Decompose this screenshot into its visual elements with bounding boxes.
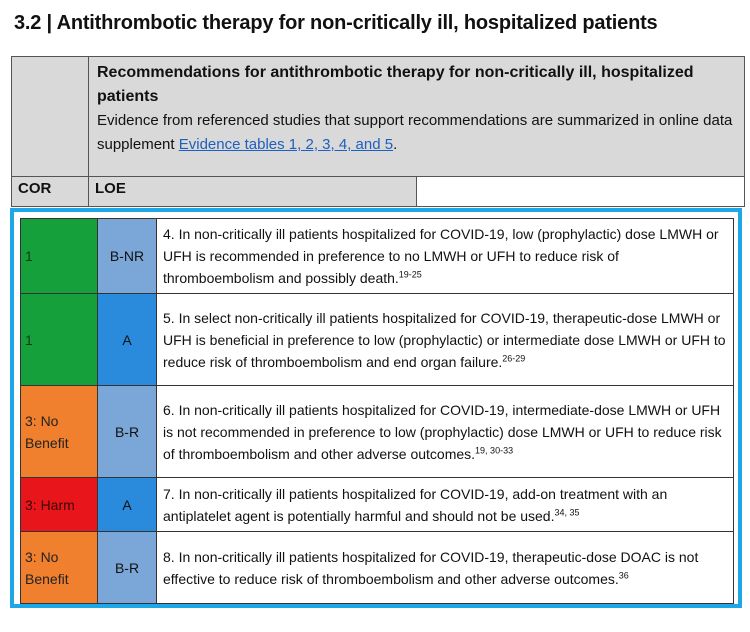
recommendation-row: 1 B-NR 4. In non-critically ill patients… [20,218,734,294]
loe-cell: A [97,293,157,386]
evidence-end: . [393,136,398,153]
recommendations-header-table: Recommendations for antithrombotic thera… [11,56,745,207]
recommendation-row: 3: No Benefit B-R 8. In non-critically i… [20,531,734,604]
section-title: 3.2 | Antithrombotic therapy for non-cri… [14,12,658,34]
column-header-blank [416,176,745,207]
cor-cell: 3: No Benefit [20,385,98,478]
recommendation-row: 3: No Benefit B-R 6. In non-critically i… [20,385,734,478]
cor-cell: 1 [20,293,98,386]
recommendation-text-cell: 7. In non-critically ill patients hospit… [156,477,734,532]
highlight-frame: 1 B-NR 4. In non-critically ill patients… [10,208,742,608]
recommendation-row: 1 A 5. In select non-critically ill pati… [20,293,734,386]
cor-cell: 3: Harm [20,477,98,532]
loe-cell: A [97,477,157,532]
table-heading: Recommendations for antithrombotic thera… [97,64,694,105]
header-blank-cell [11,56,89,177]
recommendations-table: 1 B-NR 4. In non-critically ill patients… [20,218,734,604]
column-header-loe: LOE [88,176,417,207]
header-description-cell: Recommendations for antithrombotic thera… [88,56,745,177]
recommendation-text-cell: 4. In non-critically ill patients hospit… [156,218,734,294]
recommendation-text: 7. In non-critically ill patients hospit… [163,485,668,524]
recommendation-row: 3: Harm A 7. In non-critically ill patie… [20,477,734,532]
evidence-tables-link[interactable]: Evidence tables 1, 2, 3, 4, and 5 [178,136,394,153]
recommendation-text: 6. In non-critically ill patients hospit… [163,401,722,462]
recommendation-text-cell: 6. In non-critically ill patients hospit… [156,385,734,478]
recommendation-refs: 26-29 [502,352,526,363]
cor-cell: 3: No Benefit [20,531,98,604]
recommendation-refs: 36 [618,569,629,580]
loe-cell: B-R [97,385,157,478]
recommendation-text-cell: 5. In select non-critically ill patients… [156,293,734,386]
cor-cell: 1 [20,218,98,294]
recommendation-text: 5. In select non-critically ill patients… [163,309,726,370]
column-header-cor: COR [11,176,89,207]
recommendation-refs: 19, 30-33 [475,444,514,455]
recommendation-text: 4. In non-critically ill patients hospit… [163,226,719,286]
loe-cell: B-R [97,531,157,604]
recommendation-text-cell: 8. In non-critically ill patients hospit… [156,531,734,604]
loe-cell: B-NR [97,218,157,294]
evidence-text: Evidence from referenced studies that su… [97,112,733,153]
recommendation-refs: 34, 35 [554,506,580,517]
recommendation-text: 8. In non-critically ill patients hospit… [163,548,699,587]
recommendation-refs: 19-25 [398,269,422,280]
